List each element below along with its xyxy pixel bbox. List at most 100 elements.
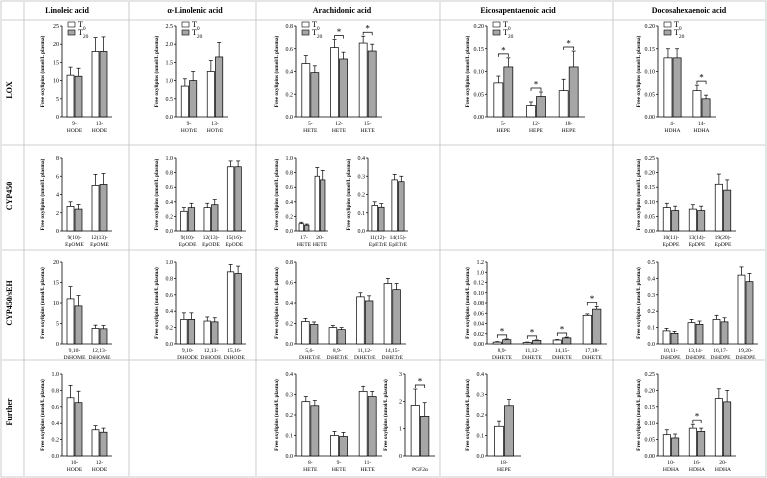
- category-label: 17,18-: [585, 348, 600, 354]
- legend-label-t20: T20: [78, 28, 89, 40]
- bar-t0: [494, 425, 504, 457]
- category-label: HDHA: [693, 128, 709, 134]
- chart-panel: 0.0 0.2 0.4 0.6 0.8 1.0 Free oxylipins (nmol/L…: [153, 156, 246, 248]
- y-tick-label: 0.6: [286, 281, 294, 287]
- category-label: EpODE: [202, 242, 220, 248]
- category-label: DiHDPE: [710, 355, 731, 361]
- category-label: 15,16-: [227, 348, 242, 354]
- legend-subscript: 20: [679, 34, 685, 40]
- chart-panel: 0.0 0.1 0.2 0.3 0.4 Free oxylipins (nmol/L pl…: [273, 372, 382, 473]
- category-label: DiHETrE: [381, 355, 403, 361]
- row-labels: LOX CYP450 CYP450/sEH Further: [5, 81, 14, 425]
- bar-t20: [367, 396, 377, 457]
- category-label: 12(13)-: [203, 234, 220, 241]
- legend-swatch-t20: [663, 29, 672, 36]
- bar-t0: [737, 274, 746, 345]
- y-axis-label: Free oxylipins (nmol/L plasma): [635, 379, 642, 451]
- bar-t20: [234, 273, 242, 345]
- y-tick-label: 10: [53, 79, 59, 85]
- bar-t20: [215, 56, 224, 118]
- bar-t0: [203, 320, 211, 345]
- bar-t0: [66, 397, 75, 457]
- y-axis-label: Free oxylipins (nmol/L plasma): [153, 158, 160, 230]
- y-tick-label: 0.10: [474, 70, 485, 76]
- category-label: DiHDPE: [660, 355, 681, 361]
- bar-t20: [504, 405, 514, 457]
- bar-t0: [383, 283, 393, 345]
- bar-t0: [180, 319, 188, 345]
- chart-panel: 0.0 0.2 0.4 0.6 0.8 1.0 Free oxylipins (nmol/L…: [153, 260, 246, 361]
- category-label: EpDPE: [663, 242, 680, 248]
- y-tick-label: 0: [399, 454, 402, 460]
- y-tick-label: 0.4: [52, 421, 60, 427]
- y-tick-label: 0.2: [286, 92, 294, 98]
- legend-label-t20: T20: [192, 28, 203, 40]
- significance-bracket: [334, 35, 344, 39]
- bar-t0: [522, 342, 532, 345]
- y-tick-label: 0.0: [166, 342, 174, 348]
- bar-t0: [330, 435, 339, 457]
- y-tick-label: 0.08: [474, 301, 485, 307]
- category-label: 9,10-: [182, 348, 194, 354]
- category-label: 8,9-: [333, 348, 342, 354]
- y-tick-label: 1.0: [286, 156, 294, 162]
- y-tick-label: 0.3: [286, 393, 294, 399]
- bar-t0: [687, 322, 696, 345]
- bar-t0: [226, 271, 235, 345]
- category-label: 9,10-: [69, 348, 81, 354]
- row-label-further: Further: [5, 398, 14, 426]
- chart-panel: 0.00 0.02 0.04 0.06 0.08 0.10 0.12 1.0 1.2 Free o…: [464, 260, 607, 361]
- y-tick-label: 0.4: [166, 200, 174, 206]
- category-label: EpOME: [90, 242, 109, 248]
- bar-t0: [662, 434, 671, 457]
- column-header-eicosapentaenoic: Eicosapentaenoic acid: [480, 6, 556, 15]
- y-tick-label: 0: [56, 342, 59, 348]
- category-label: 15(16)-: [226, 234, 243, 241]
- column-header-docosahexaenoic: Docosahexaenoic acid: [652, 6, 727, 15]
- bar-t0: [688, 427, 697, 457]
- y-tick-label: 0.04: [474, 322, 485, 328]
- y-tick-label: 1.0: [52, 372, 60, 378]
- y-tick-label: 0: [56, 115, 59, 121]
- category-label: HODE: [92, 467, 108, 473]
- row-label-lox: LOX: [5, 81, 14, 99]
- bar-t20: [74, 75, 83, 118]
- category-label: HOTrE: [207, 128, 224, 134]
- y-axis-label: Free oxylipins (nmol/L plasma): [464, 35, 471, 107]
- bar-t0: [330, 47, 339, 118]
- category-label: 11,12-: [358, 348, 372, 354]
- y-tick-label: 0.6: [166, 185, 174, 191]
- significance-star: *: [500, 326, 505, 336]
- category-label: DiHETrE: [299, 355, 321, 361]
- y-tick-label: 0.0: [166, 115, 174, 121]
- bar-t0: [358, 42, 368, 118]
- bar-t0: [410, 405, 420, 457]
- legend-label-t0: T0: [503, 20, 511, 32]
- legend-swatch-t20: [301, 29, 310, 36]
- legend-subscript: 0: [83, 26, 86, 32]
- y-axis-label: Free oxylipins (nmol/L plasma): [273, 379, 280, 451]
- category-label: HDHA: [689, 467, 705, 473]
- y-axis-label: Free oxylipins (nmol/L plasma): [273, 35, 280, 107]
- category-label: 20-: [316, 235, 324, 241]
- category-label: 9-: [337, 460, 342, 466]
- significance-bracket: [563, 46, 575, 51]
- bar-t20: [339, 58, 348, 118]
- y-tick-label: 0.00: [474, 115, 485, 121]
- bar-t0: [662, 330, 671, 345]
- y-tick-label: 0.4: [648, 276, 656, 282]
- y-tick-label: 1.0: [166, 79, 174, 85]
- y-tick-label: 0.20: [645, 24, 656, 30]
- legend-label-t0: T0: [312, 20, 320, 32]
- y-tick-label: 0.4: [286, 200, 294, 206]
- legend-swatch-t0: [301, 21, 310, 28]
- bar-t20: [723, 401, 732, 457]
- y-tick-label: 0.2: [286, 214, 294, 220]
- legend-swatch-t20: [492, 29, 501, 36]
- column-header-linoleic: Linoleic acid: [45, 6, 89, 15]
- chart-panel: 0.0 0.2 0.4 0.6 0.8 1.0 Free oxylipins (nmol/L…: [273, 156, 328, 248]
- bar-t20: [187, 207, 196, 232]
